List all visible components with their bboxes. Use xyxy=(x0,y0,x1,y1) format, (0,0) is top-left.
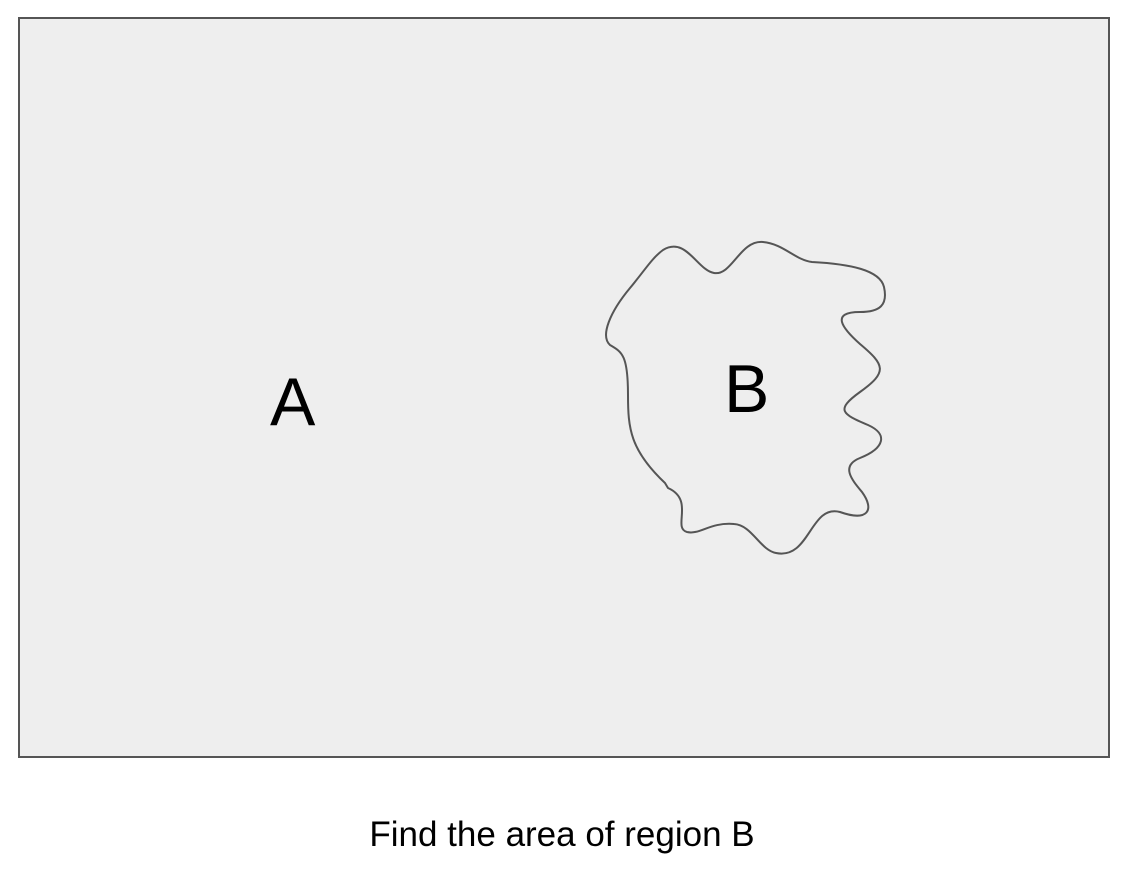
region-b-label: B xyxy=(724,351,770,427)
region-b-outline xyxy=(605,240,886,555)
question-caption: Find the area of region B xyxy=(369,815,755,854)
region-a-rectangle xyxy=(18,17,1110,758)
region-a-label: A xyxy=(270,364,316,440)
